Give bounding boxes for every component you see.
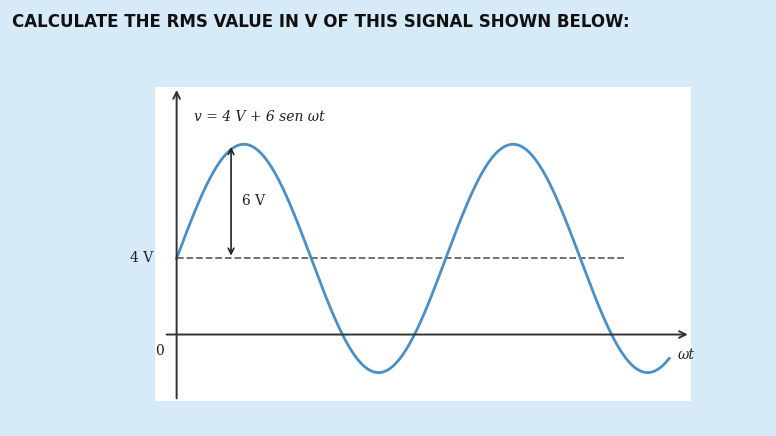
Text: v = 4 V + 6 sen ωt: v = 4 V + 6 sen ωt (194, 110, 324, 124)
Text: 0: 0 (155, 344, 164, 358)
Text: ωt: ωt (678, 348, 695, 362)
Text: 4 V: 4 V (130, 252, 153, 266)
Text: 6 V: 6 V (242, 194, 265, 208)
Text: CALCULATE THE RMS VALUE IN V OF THIS SIGNAL SHOWN BELOW:: CALCULATE THE RMS VALUE IN V OF THIS SIG… (12, 13, 629, 31)
